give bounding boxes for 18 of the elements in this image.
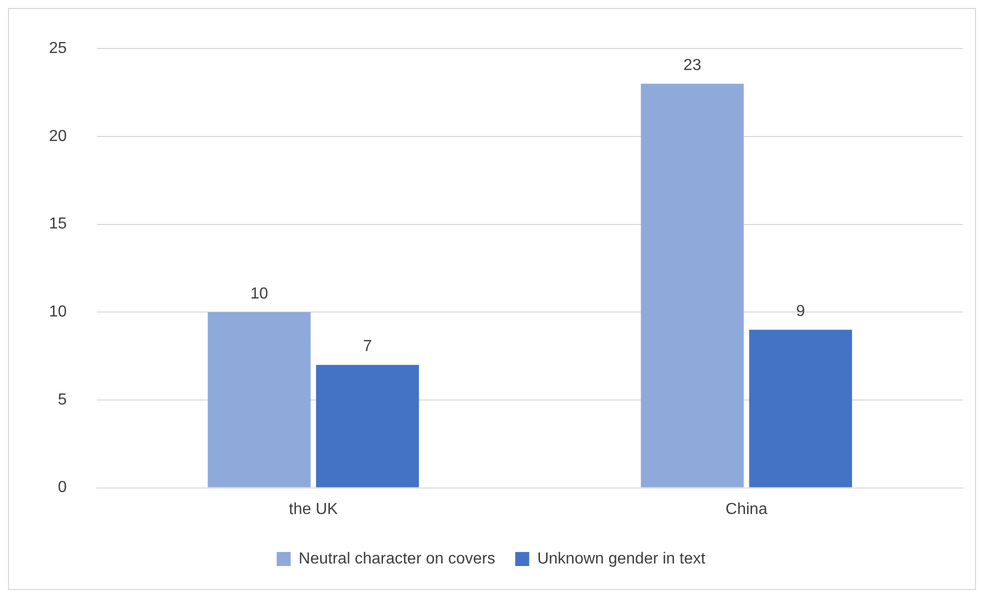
x-tick-label: the UK [288,500,338,518]
legend-label: Neutral character on covers [298,550,496,568]
y-tick-label: 20 [49,128,67,145]
y-tick-label: 0 [58,479,67,496]
bar [640,84,744,488]
bar [316,364,419,488]
bar [208,312,311,488]
data-label: 10 [250,286,268,303]
bar [749,330,852,488]
x-tick-label: China [726,500,768,518]
y-tick-label: 25 [49,40,67,58]
y-tick-label: 15 [49,216,67,233]
data-label: 23 [683,57,702,74]
data-label: 7 [363,338,372,356]
y-tick-label: 10 [49,304,67,321]
data-label: 9 [796,303,806,320]
legend-label: Unknown gender in text [537,550,706,568]
y-tick-label: 5 [58,391,67,408]
